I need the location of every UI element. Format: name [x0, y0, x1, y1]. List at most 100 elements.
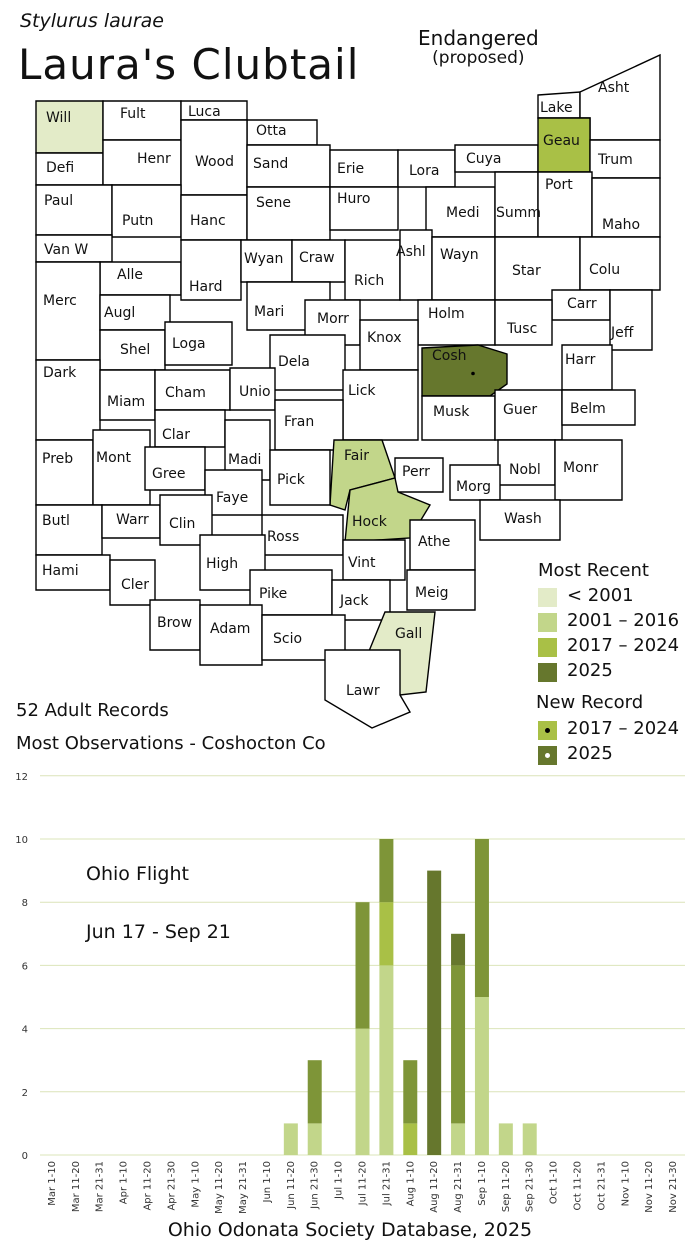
x-tick-label: Sep 11-20 — [501, 1161, 512, 1212]
county-belm — [561, 389, 636, 426]
county-label-cosh: Cosh — [432, 348, 467, 364]
county-meig — [406, 569, 476, 611]
county-pick — [269, 449, 331, 506]
county-label-hanc: Hanc — [190, 213, 226, 229]
x-tick-label: Mar 11-20 — [71, 1161, 82, 1212]
x-tick-label: Oct 21-31 — [596, 1161, 607, 1211]
legend-new-record-label-y2025: 2025 — [567, 743, 613, 764]
county-label-adam: Adam — [210, 621, 250, 637]
county-label-sene: Sene — [256, 195, 291, 211]
county-label-dark: Dark — [43, 365, 77, 381]
y-tick-label: 0 — [22, 1151, 28, 1162]
x-tick-label: Aug 11-20 — [429, 1161, 440, 1213]
county-label-hock: Hock — [352, 514, 388, 530]
county-huro — [329, 186, 399, 231]
scientific-name: Stylurus laurae — [20, 10, 164, 32]
status-note: (proposed) — [432, 48, 525, 68]
county-label-cham: Cham — [165, 385, 206, 401]
legend-most-recent-label-y2025: 2025 — [567, 660, 613, 681]
county-adam — [199, 604, 263, 666]
county-label-holm: Holm — [428, 306, 465, 322]
county-lick — [342, 369, 419, 441]
county-label-jack: Jack — [339, 593, 369, 609]
x-tick-label: Nov 21-30 — [668, 1161, 679, 1213]
county-label-huro: Huro — [337, 191, 370, 207]
county-label-port: Port — [545, 177, 573, 193]
county-label-colu: Colu — [589, 262, 620, 278]
county-label-trum: Trum — [597, 152, 633, 168]
county-label-clin: Clin — [169, 516, 195, 532]
county-label-belm: Belm — [570, 401, 606, 417]
bar-segment — [283, 1123, 298, 1155]
county-label-pike: Pike — [259, 586, 287, 602]
county-label-dela: Dela — [278, 354, 310, 370]
bar-segment — [427, 870, 442, 1155]
county-label-maho: Maho — [602, 217, 640, 233]
x-tick-label: Jun 1-10 — [262, 1161, 273, 1204]
county-label-morg: Morg — [456, 479, 491, 495]
county-label-warr: Warr — [116, 512, 149, 528]
county-label-miam: Miam — [107, 394, 145, 410]
x-tick-label: May 21-31 — [238, 1161, 249, 1214]
county-label-cuya: Cuya — [466, 151, 502, 167]
county-label-gree: Gree — [152, 466, 186, 482]
x-tick-label: Aug 1-10 — [405, 1161, 416, 1206]
county-label-faye: Faye — [216, 490, 248, 506]
x-tick-label: Jun 21-30 — [310, 1161, 321, 1210]
county-label-high: High — [206, 556, 238, 572]
x-tick-label: Apr 1-10 — [119, 1161, 130, 1204]
county-label-erie: Erie — [337, 161, 364, 177]
legend-most-recent-swatch-y2001_2016 — [538, 613, 557, 632]
county-label-vanw: Van W — [44, 242, 88, 258]
x-tick-label: Apr 21-30 — [166, 1161, 177, 1211]
county-label-otta: Otta — [256, 123, 287, 139]
x-tick-label: Mar 21-31 — [95, 1161, 106, 1212]
county-merc — [35, 261, 101, 361]
records-count: 52 Adult Records — [16, 700, 169, 721]
county-label-gall: Gall — [395, 626, 422, 642]
county-label-clar: Clar — [162, 427, 190, 443]
x-tick-label: Apr 11-20 — [143, 1161, 154, 1211]
county-label-paul: Paul — [44, 193, 73, 209]
bar-segment — [451, 1123, 466, 1155]
county-label-geau: Geau — [543, 133, 580, 149]
bar-segment — [403, 1060, 418, 1124]
county-label-cler: Cler — [121, 577, 149, 593]
county-label-sand: Sand — [253, 156, 288, 172]
bar-segment — [451, 965, 466, 1124]
county-label-summ: Summ — [496, 205, 541, 221]
y-tick-label: 8 — [22, 898, 28, 909]
county-label-monr: Monr — [563, 460, 599, 476]
x-tick-label: Oct 1-10 — [549, 1161, 560, 1204]
legend-new-record-swatch-y2017_2024 — [538, 721, 557, 740]
county-label-lick: Lick — [348, 383, 376, 399]
county-label-wash: Wash — [504, 511, 542, 527]
legend-new-record-dot-y2017_2024 — [545, 728, 550, 733]
county-label-unio: Unio — [239, 384, 271, 400]
legend-most-recent-swatch-lt2001 — [538, 588, 557, 607]
county-label-luca: Luca — [188, 104, 221, 120]
county-label-shel: Shel — [120, 342, 150, 358]
bar-segment — [307, 1123, 322, 1155]
legend-new-record-title: New Record — [536, 692, 644, 713]
bar-segment — [355, 902, 370, 1029]
county-label-asht: Asht — [598, 80, 630, 96]
county-loga — [164, 321, 233, 366]
flight-annotation-range: Jun 17 - Sep 21 — [85, 921, 231, 943]
county-hard — [180, 239, 242, 301]
source-credit: Ohio Odonata Society Database, 2025 — [167, 1219, 533, 1241]
most-observations: Most Observations - Coshocton Co — [16, 733, 326, 754]
bar-segment — [355, 1028, 370, 1155]
bar-segment — [451, 933, 466, 966]
county-label-alle: Alle — [117, 267, 143, 283]
legend-most-recent-swatch-y2017_2024 — [538, 638, 557, 657]
county-label-henr: Henr — [137, 151, 171, 167]
county-label-athe: Athe — [418, 534, 450, 550]
county-putn — [111, 184, 182, 238]
county-label-star: Star — [512, 263, 541, 279]
county-monr — [554, 439, 623, 501]
county-label-vint: Vint — [348, 555, 376, 571]
y-tick-label: 10 — [15, 835, 28, 846]
county-label-mari: Mari — [254, 304, 284, 320]
county-label-pick: Pick — [277, 472, 306, 488]
